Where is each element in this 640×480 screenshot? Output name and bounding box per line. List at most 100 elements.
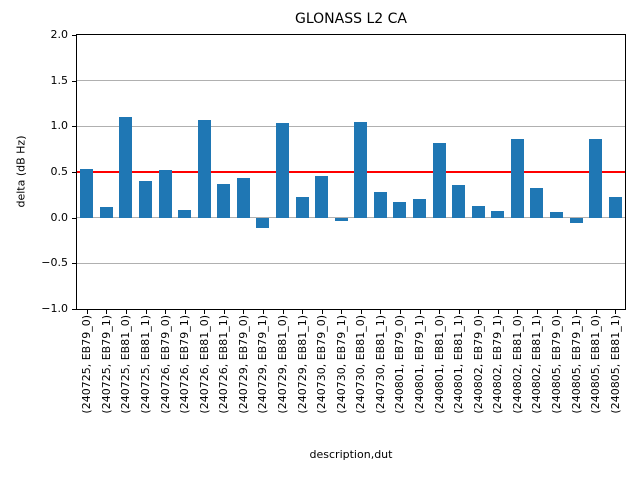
gridline xyxy=(77,125,625,127)
y-tick-mark xyxy=(72,81,76,82)
x-tick-label: (240801, EB81_0) xyxy=(432,315,446,414)
y-tick-mark xyxy=(72,126,76,127)
bar xyxy=(393,202,407,218)
bar xyxy=(80,169,94,218)
x-tick-mark xyxy=(126,310,127,314)
x-tick-label: (240802, EB81_0) xyxy=(510,315,524,414)
bar xyxy=(432,142,446,218)
bar xyxy=(354,121,368,218)
y-tick-mark xyxy=(72,35,76,36)
x-tick-mark xyxy=(459,310,460,314)
bar xyxy=(413,199,426,218)
x-tick-label: (240730, EB81_0) xyxy=(354,315,368,414)
x-tick-label: (240805, EB79_0) xyxy=(550,315,563,414)
x-tick-mark xyxy=(380,310,381,314)
x-tick-mark xyxy=(498,310,499,314)
x-tick-mark xyxy=(322,310,323,314)
bar xyxy=(256,217,270,228)
y-tick-mark xyxy=(72,172,76,173)
bar xyxy=(510,139,524,218)
x-tick-mark xyxy=(341,310,342,314)
bar xyxy=(471,205,485,218)
bar xyxy=(373,192,387,218)
x-tick-label: (240805, EB81_0) xyxy=(589,315,603,414)
y-tick-label: 2.0 xyxy=(50,28,69,41)
y-tick-mark xyxy=(72,218,76,219)
bar xyxy=(217,183,231,218)
y-tick-mark xyxy=(72,263,76,264)
bar xyxy=(452,184,466,218)
x-tick-label: (240801, EB81_1) xyxy=(452,315,466,414)
x-tick-mark xyxy=(302,310,303,314)
x-tick-label: (240730, EB79_0) xyxy=(315,315,329,414)
x-tick-mark xyxy=(224,310,225,314)
bar xyxy=(295,196,309,218)
x-tick-mark xyxy=(165,310,166,314)
bar xyxy=(276,122,289,218)
y-tick-label: 0.5 xyxy=(50,165,69,178)
y-tick-label: −1.0 xyxy=(41,302,68,315)
bar xyxy=(608,196,622,218)
x-tick-mark xyxy=(439,310,440,314)
x-tick-label: (240729, EB81_0) xyxy=(276,315,289,414)
x-tick-label: (240725, EB79_0) xyxy=(80,315,94,414)
gridline xyxy=(77,217,625,219)
x-tick-mark xyxy=(576,310,577,314)
bar xyxy=(589,139,603,218)
x-axis-label: description,dut xyxy=(309,448,393,461)
bar xyxy=(99,206,113,218)
x-tick-label: (240725, EB81_1) xyxy=(139,315,152,414)
x-tick-mark xyxy=(283,310,284,314)
x-tick-mark xyxy=(243,310,244,314)
y-tick-label: 1.5 xyxy=(50,73,69,87)
x-tick-label: (240729, EB79_1) xyxy=(256,315,270,414)
y-tick-label: −0.5 xyxy=(41,256,68,270)
bar xyxy=(197,119,211,218)
x-tick-mark xyxy=(596,310,597,314)
x-tick-mark xyxy=(87,310,88,314)
x-tick-mark xyxy=(185,310,186,314)
x-tick-mark xyxy=(106,310,107,314)
x-tick-label: (240801, EB79_1) xyxy=(413,315,426,414)
chart-title: GLONASS L2 CA xyxy=(295,11,407,27)
y-tick-mark xyxy=(72,309,76,310)
x-tick-label: (240729, EB79_0) xyxy=(236,315,250,414)
x-tick-label: (240801, EB79_0) xyxy=(393,315,407,414)
x-tick-mark xyxy=(537,310,538,314)
bar xyxy=(158,170,172,218)
y-tick-label: 1.0 xyxy=(50,119,69,133)
x-tick-label: (240725, EB81_0) xyxy=(119,315,133,414)
x-tick-mark xyxy=(478,310,479,314)
x-tick-label: (240802, EB79_1) xyxy=(491,315,505,414)
x-tick-label: (240726, EB81_0) xyxy=(197,315,211,414)
plot-area xyxy=(76,34,626,310)
bar xyxy=(334,217,348,222)
bar xyxy=(178,210,192,218)
x-tick-label: (240729, EB81_1) xyxy=(295,315,309,414)
x-tick-mark xyxy=(615,310,616,314)
x-tick-label: (240805, EB81_1) xyxy=(608,315,622,414)
bar xyxy=(530,187,544,218)
x-tick-label: (240802, EB79_0) xyxy=(471,315,485,414)
x-tick-label: (240726, EB79_0) xyxy=(158,315,172,414)
bar xyxy=(139,181,152,218)
bar xyxy=(491,211,505,218)
bar xyxy=(119,117,133,218)
x-tick-mark xyxy=(557,310,558,314)
bar xyxy=(315,175,329,218)
y-tick-label: 0.0 xyxy=(50,210,69,224)
bar xyxy=(550,212,563,218)
x-tick-label: (240730, EB81_1) xyxy=(373,315,387,414)
x-tick-label: (240805, EB79_1) xyxy=(569,315,583,414)
x-tick-mark xyxy=(146,310,147,314)
x-tick-label: (240726, EB81_1) xyxy=(217,315,231,414)
x-tick-mark xyxy=(420,310,421,314)
x-tick-mark xyxy=(204,310,205,314)
gridline xyxy=(77,262,625,264)
threshold-line xyxy=(77,171,625,173)
x-tick-label: (240725, EB79_1) xyxy=(99,315,113,414)
bar xyxy=(569,217,583,224)
x-tick-mark xyxy=(517,310,518,314)
gridline xyxy=(77,80,625,82)
